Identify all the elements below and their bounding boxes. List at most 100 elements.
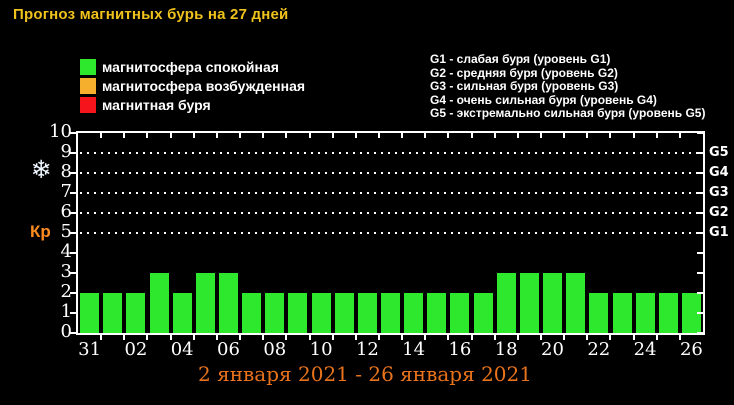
day-tick-top [215, 133, 218, 138]
x-tick-label: 08 [263, 339, 287, 360]
kp-bar [681, 293, 701, 333]
y-axis-title: Кр [30, 222, 51, 241]
page-title: Прогноз магнитных бурь на 27 дней [13, 6, 289, 23]
x-tick-label: 04 [170, 339, 194, 360]
y-axis-tick-right [697, 292, 703, 294]
x-tick-label: 06 [217, 339, 240, 360]
day-tick-top [678, 133, 681, 138]
g-level-description: G3 - сильная буря (уровень G3) [430, 79, 619, 93]
day-tick-bottom [377, 335, 380, 340]
x-tick-label: 02 [124, 339, 148, 360]
day-tick-top [285, 133, 288, 138]
gridline [80, 192, 701, 194]
day-tick-bottom [239, 335, 241, 340]
day-tick-top [655, 133, 658, 138]
day-tick-bottom [262, 335, 265, 340]
kp-bar [265, 293, 285, 333]
x-tick-label: 26 [679, 339, 703, 360]
g-level-description: G5 - экстремально сильная буря (уровень … [430, 106, 706, 120]
y-axis-tick-left [70, 212, 76, 214]
kp-bar [658, 293, 678, 333]
day-tick-bottom [655, 335, 658, 340]
kp-bar [288, 293, 308, 333]
day-tick-bottom [678, 335, 681, 340]
day-tick-bottom [470, 335, 473, 340]
kp-bar [404, 293, 424, 333]
day-tick-top [239, 133, 241, 138]
y-axis-tick-right [697, 132, 703, 134]
kp-bar [427, 293, 447, 333]
kp-bar [149, 273, 169, 333]
day-tick-top [563, 133, 566, 138]
y-tick-label: 6 [60, 201, 72, 222]
day-tick-bottom [169, 335, 172, 340]
day-tick-bottom [401, 335, 404, 340]
legend-label: магнитная буря [102, 96, 211, 113]
g-scale-label: G5 [709, 145, 729, 160]
kp-bar [519, 273, 539, 333]
day-tick-bottom [516, 335, 519, 340]
day-tick-bottom [100, 335, 103, 340]
day-tick-top [192, 133, 195, 138]
y-axis-tick-left [70, 152, 76, 154]
y-tick-label: 4 [60, 241, 72, 262]
day-tick-bottom [146, 335, 149, 340]
legend-item: магнитная буря [80, 95, 305, 114]
x-tick-label: 10 [309, 339, 333, 360]
day-tick-top [632, 133, 635, 138]
y-axis-tick-left [70, 252, 76, 254]
day-tick-top [123, 133, 126, 138]
y-tick-label: 9 [60, 141, 72, 162]
x-tick-label: 16 [448, 339, 472, 360]
kp-bar [589, 293, 609, 333]
day-tick-top [609, 133, 612, 138]
y-tick-label: 5 [60, 221, 72, 242]
kp-bar [543, 273, 562, 333]
kp-bar [219, 273, 238, 333]
day-tick-bottom [285, 335, 288, 340]
day-tick-top [146, 133, 149, 138]
day-tick-bottom [308, 335, 311, 340]
day-tick-bottom [586, 335, 589, 340]
day-tick-bottom [424, 335, 427, 340]
legend-label: магнитосфера спокойная [102, 58, 279, 75]
kp-bar [450, 293, 470, 333]
day-tick-bottom [447, 335, 450, 340]
y-tick-label: 1 [60, 301, 72, 322]
legend-color-swatch [80, 77, 96, 94]
legend-color-swatch [80, 58, 96, 75]
legend: магнитосфера спокойная магнитосфера возбу… [80, 57, 305, 114]
day-tick-top [470, 133, 473, 138]
day-tick-top [377, 133, 380, 138]
y-axis-tick-left [70, 172, 76, 174]
day-tick-bottom [354, 335, 357, 340]
y-axis-tick-right [697, 152, 703, 154]
gridline [80, 212, 701, 214]
kp-bar [172, 293, 192, 333]
day-tick-bottom [493, 335, 496, 340]
y-axis-tick-right [697, 192, 703, 194]
y-axis-tick-right [697, 252, 703, 254]
day-tick-top [447, 133, 450, 138]
kp-bar [334, 293, 354, 333]
x-tick-label: 18 [494, 339, 518, 360]
y-axis-tick-right [697, 232, 703, 234]
y-axis-tick-left [70, 192, 76, 194]
y-axis-tick-left [70, 132, 76, 134]
kp-bar [496, 273, 516, 333]
x-tick-label: 12 [355, 339, 379, 360]
y-tick-label: 8 [60, 161, 72, 182]
y-axis-tick-right [697, 332, 703, 334]
y-axis-tick-left [70, 232, 76, 234]
legend-label: магнитосфера возбужденная [102, 77, 306, 94]
y-tick-label: 0 [60, 321, 72, 342]
y-axis-tick-left [70, 332, 76, 334]
day-tick-top [100, 133, 103, 138]
kp-bar [381, 293, 400, 333]
day-tick-top [586, 133, 589, 138]
x-tick-label: 14 [402, 339, 426, 360]
y-tick-label: 10 [49, 121, 72, 142]
kp-bar [242, 293, 262, 333]
gridline [80, 232, 701, 234]
